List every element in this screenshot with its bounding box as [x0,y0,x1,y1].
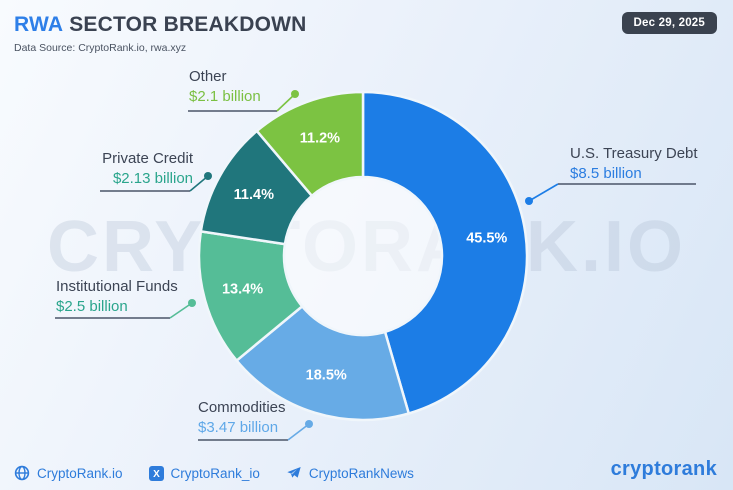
title-rest: SECTOR BREAKDOWN [69,13,307,36]
slice-percent-label: 45.5% [466,230,507,246]
link-label: CryptoRank_io [170,465,260,481]
leader-line [276,93,296,112]
callout-value: $2.1 billion [189,88,261,106]
callout-us-treasury-debt: U.S. Treasury Debt $8.5 billion [570,145,698,183]
title-accent: RWA [14,13,64,36]
callout-institutional-funds: Institutional Funds $2.5 billion [56,278,178,316]
leader-dot [525,197,533,205]
slice-percent-label: 11.4% [234,187,274,203]
callout-label: Private Credit [102,150,193,167]
link-cryptorank-x[interactable]: X CryptoRank_io [148,465,260,481]
footer-social-links: CryptoRank.io X CryptoRank_io CryptoRank… [14,465,414,481]
leader-dot [305,420,313,428]
x-twitter-icon: X [148,465,164,481]
leader-dot [204,172,212,180]
cryptorank-wordmark: cryptorank [610,458,717,480]
callout-other: Other $2.1 billion [189,68,261,106]
callout-label: U.S. Treasury Debt [570,145,698,162]
svg-text:X: X [153,469,160,480]
callout-label: Institutional Funds [56,278,178,295]
link-cryptorank-website[interactable]: CryptoRank.io [14,465,123,481]
leader-line [528,183,559,202]
callout-commodities: Commodities $3.47 billion [198,399,286,437]
globe-icon [14,465,30,481]
donut-slice-u-s-treasury-debt [361,90,529,415]
leader-line [169,302,193,319]
callout-value: $2.5 billion [56,298,128,316]
leader-line [287,423,310,441]
page-title: RWA SECTOR BREAKDOWN [14,13,307,37]
donut-slice-other [255,90,365,198]
telegram-icon [286,465,302,481]
donut-hole [284,177,442,335]
data-source-subtitle: Data Source: CryptoRank.io, rwa.xyz [14,42,187,54]
callout-value: $2.13 billion [112,170,193,188]
link-label: CryptoRank.io [37,465,123,481]
link-cryptorank-telegram[interactable]: CryptoRankNews [286,465,414,481]
callout-value: $8.5 billion [570,165,642,183]
donut-slice-commodities [235,305,411,422]
header: RWA SECTOR BREAKDOWN Data Source: CryptoR… [14,13,307,54]
date-badge: Dec 29, 2025 [621,12,717,34]
leader-dot [291,90,299,98]
slice-percent-label: 13.4% [222,281,263,297]
link-label: CryptoRankNews [308,465,414,481]
callout-label: Other [189,68,227,85]
slice-percent-label: 11.2% [300,131,340,147]
callout-label: Commodities [198,399,286,416]
callout-private-credit: Private Credit $2.13 billion [40,150,193,188]
leader-dot [188,299,196,307]
callout-value: $3.47 billion [198,419,279,437]
slice-percent-label: 18.5% [306,367,347,383]
